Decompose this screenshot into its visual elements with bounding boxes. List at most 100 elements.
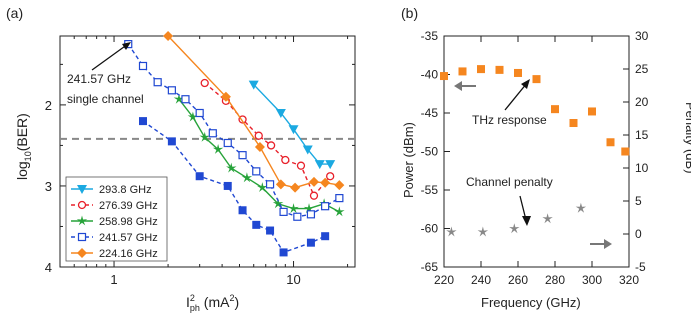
data-point-b0: [569, 119, 578, 128]
y-left-axis-label: Power (dBm): [401, 122, 416, 198]
annotation-arrowhead: [122, 42, 131, 50]
data-point-b0: [551, 105, 559, 114]
x-tick-label: 220: [434, 273, 454, 287]
data-point-2: [334, 206, 345, 217]
data-point-b1: [542, 213, 553, 224]
data-point-0: [248, 80, 259, 90]
annotation-arrow: [91, 43, 129, 71]
data-point-3: [306, 210, 316, 219]
annotation-line-2: single channel: [67, 92, 144, 106]
data-point-3: [321, 202, 330, 211]
y-left-tick-label: -35: [421, 29, 439, 43]
y-left-tick-label: -65: [421, 260, 439, 274]
legend-marker: [76, 215, 88, 226]
data-point-2: [226, 162, 237, 173]
data-point-2: [212, 144, 224, 154]
data-point-4: [321, 232, 330, 241]
data-point-4: [167, 137, 176, 146]
data-point-b1: [509, 223, 520, 234]
legend-label: 224.16 GHz: [99, 248, 158, 260]
x-axis-label: I2 ph (mA2): [186, 293, 239, 313]
data-point-b0: [495, 65, 504, 74]
data-point-3: [138, 61, 148, 71]
data-point-3: [293, 212, 302, 221]
data-point-b1: [446, 226, 457, 237]
data-point-5: [254, 142, 265, 153]
legend: 293.8 GHz 276.39 GHz 258.98 GHz 241.57 GHz 2…: [71, 184, 158, 260]
series-line-4: [142, 120, 326, 254]
channel-penalty-annotation: Channel penalty: [466, 175, 553, 189]
data-point-5: [163, 31, 174, 41]
x-tick-label: 320: [619, 273, 639, 287]
data-point-5: [334, 180, 345, 191]
x-tick-label: 300: [582, 273, 602, 287]
series-line-3: [127, 43, 340, 218]
data-point-3: [167, 86, 176, 95]
data-point-b0: [440, 72, 448, 81]
data-point-4: [252, 220, 261, 229]
x-axis-label-b: Frequency (GHz): [481, 295, 581, 310]
data-point-3: [238, 151, 247, 160]
legend-label: 241.57 GHz: [99, 232, 158, 244]
data-point-4: [266, 226, 275, 235]
legend-label: 258.98 GHz: [99, 216, 158, 228]
data-point-3: [195, 108, 204, 118]
data-point-3: [181, 95, 190, 104]
data-point-0: [275, 109, 286, 118]
panel-a-ticks: 1 10 2 3 4: [45, 36, 355, 287]
y-tick-label: 4: [45, 260, 52, 275]
panel-b-series: [440, 65, 630, 237]
data-point-4: [195, 172, 204, 181]
series-line-0: [253, 84, 331, 165]
penalty-arrowhead: [522, 216, 531, 226]
series-line-5: [167, 35, 340, 189]
data-point-2: [173, 93, 185, 104]
data-point-3: [252, 167, 261, 176]
y-left-tick-label: -55: [421, 183, 439, 197]
y-right-tick-label: -5: [635, 260, 646, 274]
right-axis-arrowhead: [604, 239, 612, 249]
data-point-2: [241, 172, 253, 183]
data-point-3: [279, 207, 288, 216]
data-point-5: [220, 91, 231, 102]
data-point-2: [257, 182, 268, 192]
data-point-1: [281, 155, 290, 165]
data-point-b0: [458, 67, 467, 76]
data-point-3: [208, 129, 217, 138]
data-point-b0: [606, 138, 615, 147]
data-point-b1: [477, 226, 489, 237]
data-point-1: [326, 172, 335, 181]
panel-b-label: (b): [401, 5, 418, 21]
panel-a: (a) 1 10 2 3 4 241.57 GHz single channel 293…: [6, 5, 356, 313]
data-point-b0: [532, 75, 541, 84]
x-tick-label: 1: [110, 272, 117, 287]
y-right-tick-label: 5: [635, 194, 642, 208]
data-point-0: [288, 125, 299, 135]
data-point-b0: [514, 68, 522, 77]
data-point-3: [153, 78, 162, 87]
panel-a-label: (a): [6, 5, 23, 21]
data-point-4: [306, 238, 315, 247]
panel-b: (b) 220 240 260 280 300 320-35-40-45-50-55-60…: [401, 5, 691, 310]
data-point-1: [309, 191, 319, 200]
data-point-2: [187, 111, 199, 122]
data-point-0: [314, 160, 325, 170]
y-right-tick-label: 15: [635, 128, 649, 142]
thz-arrowhead: [521, 79, 530, 89]
legend-label: 293.8 GHz: [99, 184, 152, 196]
x-tick-label: 240: [471, 273, 491, 287]
data-point-4: [139, 117, 148, 126]
x-tick-label: 280: [545, 273, 565, 287]
x-tick-label: 260: [508, 273, 528, 287]
data-point-4: [238, 206, 247, 215]
x-tick-label: 10: [286, 272, 300, 287]
data-point-5: [290, 182, 301, 193]
y-right-tick-label: 25: [635, 62, 649, 76]
left-axis-arrowhead: [454, 81, 462, 91]
panel-a-frame: [59, 35, 356, 268]
data-point-3: [265, 180, 275, 189]
data-point-2: [272, 198, 284, 209]
panel-b-frame: [443, 35, 630, 268]
y-tick-label: 2: [45, 98, 52, 113]
data-point-b0: [588, 107, 596, 116]
